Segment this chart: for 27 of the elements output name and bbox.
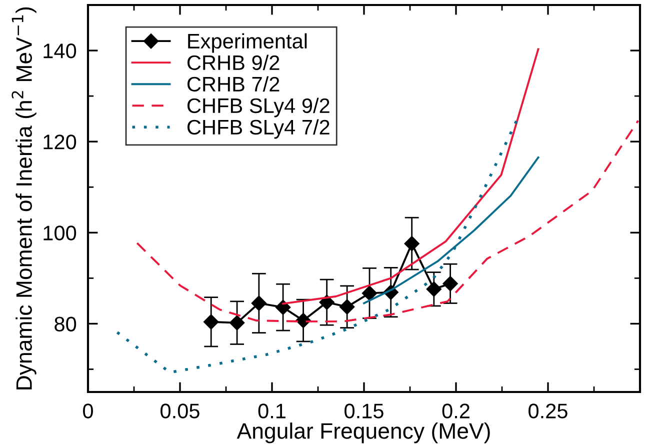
x-tick-label: 0: [83, 404, 93, 418]
x-tick-label: 0.25: [528, 404, 568, 418]
point: [275, 300, 291, 315]
x-tick-label: 0.15: [344, 404, 384, 418]
y-axis-title: Dynamic Moment of Inertia (h$^{2}$ MeV$^{−1}$): [12, 7, 36, 390]
legend-label: CHFB SLy4 9/2: [187, 98, 330, 118]
x-tick-label: 0.1: [258, 404, 286, 418]
y-tick-label: 140: [44, 44, 76, 58]
y-tick-label: 120: [44, 134, 76, 150]
x-axis-title: Angular Frequency (MeV): [236, 422, 490, 444]
point: [362, 286, 378, 301]
point: [296, 312, 311, 328]
point: [251, 296, 267, 311]
x-tick-label: 0.2: [442, 404, 470, 418]
legend-label: CHFB SLy4 7/2: [187, 119, 330, 139]
y-tick-label: 80: [54, 316, 76, 332]
legend-label: CRHB 7/2: [187, 76, 280, 92]
point: [204, 314, 219, 330]
point: [340, 299, 355, 314]
y-tick-label: 100: [44, 226, 76, 240]
point: [442, 276, 458, 292]
x-tick-label: 0.05: [160, 404, 200, 418]
point: [404, 236, 420, 252]
legend-label: Experimental: [188, 33, 307, 53]
point: [229, 315, 245, 330]
legend-label: CRHB 9/2: [187, 54, 280, 70]
point: [426, 282, 442, 297]
